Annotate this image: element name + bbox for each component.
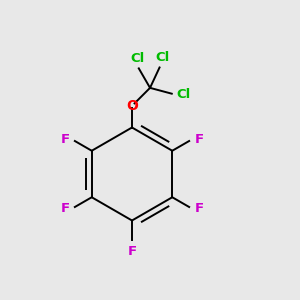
Text: F: F xyxy=(60,133,69,146)
Text: Cl: Cl xyxy=(176,88,190,101)
Text: F: F xyxy=(195,202,204,215)
Text: Cl: Cl xyxy=(155,52,170,64)
Text: F: F xyxy=(128,245,136,258)
Text: O: O xyxy=(126,99,138,113)
Text: F: F xyxy=(60,202,69,215)
Text: Cl: Cl xyxy=(130,52,144,65)
Text: F: F xyxy=(195,133,204,146)
